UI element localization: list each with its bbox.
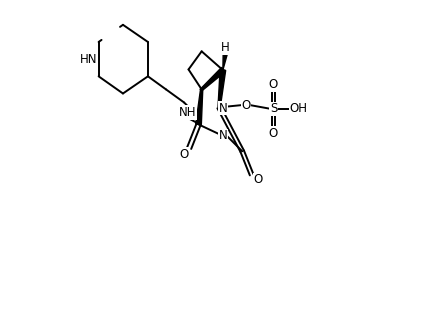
Polygon shape bbox=[223, 53, 228, 70]
Text: O: O bbox=[269, 127, 278, 140]
Text: S: S bbox=[270, 102, 277, 115]
Text: OH: OH bbox=[290, 102, 308, 115]
Text: N: N bbox=[219, 102, 227, 115]
Text: NH: NH bbox=[179, 106, 197, 119]
Text: H: H bbox=[221, 41, 230, 54]
Text: O: O bbox=[253, 174, 262, 186]
Polygon shape bbox=[196, 89, 203, 125]
Text: N: N bbox=[219, 129, 227, 142]
Text: O: O bbox=[180, 148, 189, 161]
Text: O: O bbox=[241, 99, 251, 112]
Polygon shape bbox=[200, 67, 225, 91]
Polygon shape bbox=[218, 70, 226, 107]
Text: O: O bbox=[269, 78, 278, 91]
Text: HN: HN bbox=[80, 53, 97, 66]
